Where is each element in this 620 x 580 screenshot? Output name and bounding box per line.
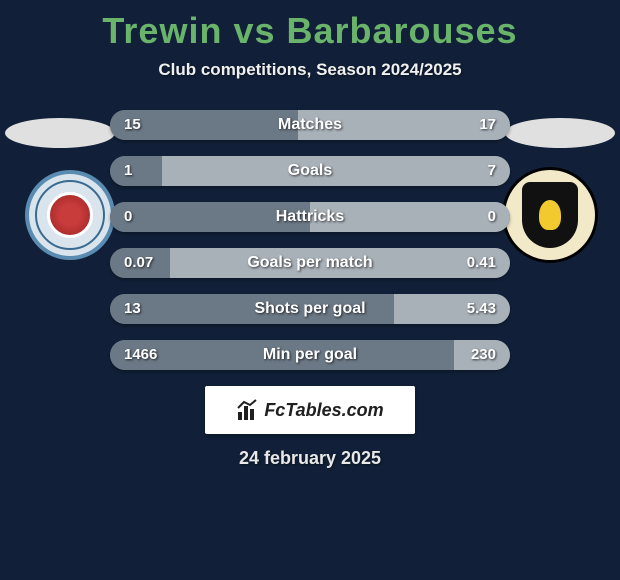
stat-value-left: 1 — [124, 156, 132, 186]
stat-value-left: 13 — [124, 294, 141, 324]
club-crest-right — [500, 165, 600, 265]
stat-row: Goals1 7 — [110, 156, 510, 186]
subtitle: Club competitions, Season 2024/2025 — [0, 60, 620, 80]
stat-label: Min per goal — [110, 340, 510, 370]
stat-value-right: 17 — [479, 110, 496, 140]
club-crest-left-core — [47, 192, 93, 238]
page-title: Trewin vs Barbarouses — [0, 0, 620, 52]
stat-label: Shots per goal — [110, 294, 510, 324]
branding-label: FcTables.com — [264, 400, 383, 421]
chart-icon — [236, 398, 260, 422]
stat-value-right: 7 — [488, 156, 496, 186]
stat-value-left: 1466 — [124, 340, 157, 370]
club-crest-right-shield — [522, 182, 578, 248]
branding-text: FcTables.com — [236, 398, 383, 422]
stat-value-right: 230 — [471, 340, 496, 370]
date: 24 february 2025 — [0, 448, 620, 469]
stat-row: Hattricks0 0 — [110, 202, 510, 232]
stats-area: Matches1517Goals17Hattricks00Goals per m… — [0, 110, 620, 370]
stat-row: Shots per goal13 5.43 — [110, 294, 510, 324]
club-crest-right-graphic — [502, 167, 598, 263]
player-left-flag — [5, 118, 115, 148]
stat-value-right: 0.41 — [467, 248, 496, 278]
stat-row: Min per goal1466 230 — [110, 340, 510, 370]
stat-row: Goals per match0.07 0.41 — [110, 248, 510, 278]
stat-rows: Matches1517Goals17Hattricks00Goals per m… — [110, 110, 510, 370]
stat-value-left: 0 — [124, 202, 132, 232]
stat-label: Goals per match — [110, 248, 510, 278]
stat-value-left: 15 — [124, 110, 141, 140]
stat-label: Hattricks — [110, 202, 510, 232]
player-right-flag — [505, 118, 615, 148]
branding-badge: FcTables.com — [205, 386, 415, 434]
stat-value-right: 0 — [488, 202, 496, 232]
stat-label: Matches — [110, 110, 510, 140]
comparison-infographic: Trewin vs Barbarouses Club competitions,… — [0, 0, 620, 580]
club-crest-left-graphic — [25, 170, 115, 260]
stat-value-left: 0.07 — [124, 248, 153, 278]
stat-label: Goals — [110, 156, 510, 186]
stat-value-right: 5.43 — [467, 294, 496, 324]
stat-row: Matches15 17 — [110, 110, 510, 140]
club-crest-left — [20, 165, 120, 265]
